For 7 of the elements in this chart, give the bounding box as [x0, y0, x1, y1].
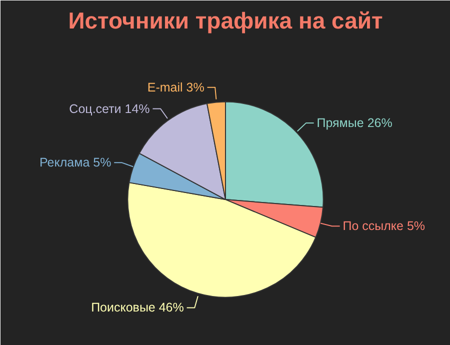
slice-label: Поисковые 46%: [91, 300, 184, 315]
slice-label: E-mail 3%: [147, 80, 204, 94]
chart-title: Источники трафика на сайт: [68, 8, 383, 34]
slice-label: По ссылке 5%: [342, 219, 426, 234]
slice-label: Соц.сети 14%: [69, 102, 150, 116]
slice-label: Прямые 26%: [316, 116, 392, 130]
slice-label: Реклама 5%: [40, 156, 112, 170]
